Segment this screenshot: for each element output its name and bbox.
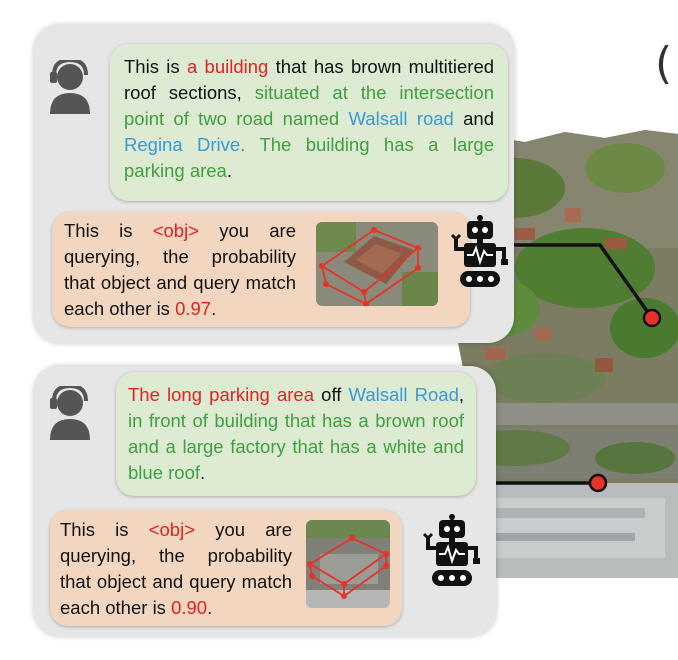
object-thumbnail-1 (316, 222, 438, 306)
connector-line-1 (514, 243, 654, 320)
connector-dot-1 (642, 308, 662, 328)
query-bubble-1: This is a building that has brown multit… (110, 44, 508, 201)
robot-icon (422, 514, 480, 586)
stray-parenthesis-glyph: ( (655, 38, 673, 89)
obj-token-1: <obj> (152, 220, 200, 241)
obj-token-2: <obj> (148, 519, 196, 540)
query-target-2: The long parking area (128, 384, 315, 405)
answer-bubble-2: This is <obj> you are querying, the prob… (50, 510, 402, 626)
road-name-walsall-2: Walsall Road (348, 384, 459, 405)
answer-text-2: This is <obj> you are querying, the prob… (60, 519, 292, 618)
query-text-2: The long parking area off Walsall Road, … (128, 384, 464, 483)
robot-icon (450, 215, 508, 287)
object-thumbnail-2 (306, 520, 390, 608)
road-name-regina: Regina Drive (124, 134, 241, 155)
answer-text-1: This is <obj> you are querying, the prob… (64, 220, 296, 319)
query-text-1: This is a building that has brown multit… (124, 56, 495, 181)
dialogue-panel-2: The long parking area off Walsall Road, … (34, 366, 496, 636)
connector-dot-2 (588, 473, 608, 493)
query-context-1: situated at the intersection point of tw… (124, 82, 495, 129)
probability-1: 0.97 (175, 298, 212, 319)
query-context-2: in front of building that has a brown ro… (128, 410, 464, 483)
query-bubble-2: The long parking area off Walsall Road, … (116, 372, 476, 496)
road-name-walsall: Walsall road (348, 108, 454, 129)
user-avatar-icon (50, 60, 90, 114)
user-avatar-icon (50, 386, 90, 440)
answer-bubble-1: This is <obj> you are querying, the prob… (52, 212, 470, 327)
dialogue-panel-1: This is a building that has brown multit… (34, 25, 514, 343)
probability-2: 0.90 (171, 597, 208, 618)
query-target-1: a building (186, 56, 269, 77)
